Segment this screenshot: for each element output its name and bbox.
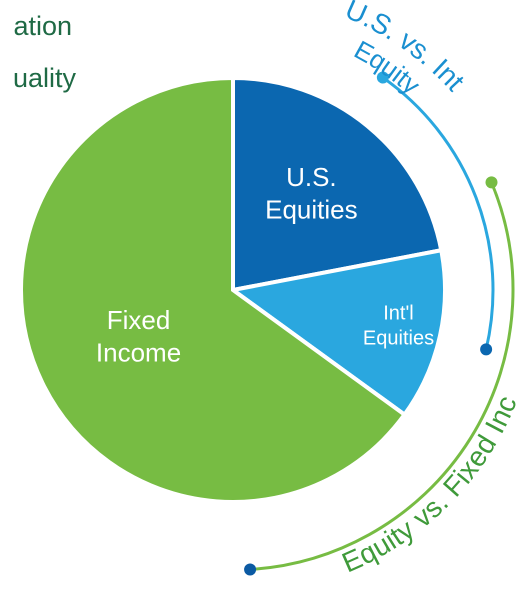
pie-slice — [231, 75, 444, 293]
slice-label: Fixed Income — [96, 305, 181, 368]
bracket-dot — [244, 563, 257, 576]
slice-label: Int'l Equities — [363, 303, 434, 350]
pie-slice — [228, 247, 447, 418]
pie-slice — [19, 75, 408, 504]
bracket-arc — [250, 181, 515, 571]
slice-label: U.S. Equities — [265, 162, 358, 225]
bracket-dot — [485, 176, 498, 189]
bracket-dot — [376, 71, 389, 84]
bracket-dot — [480, 343, 493, 356]
title-line: ation — [13, 11, 72, 41]
title-line: uality — [13, 63, 77, 93]
bracket-arc — [382, 76, 495, 350]
